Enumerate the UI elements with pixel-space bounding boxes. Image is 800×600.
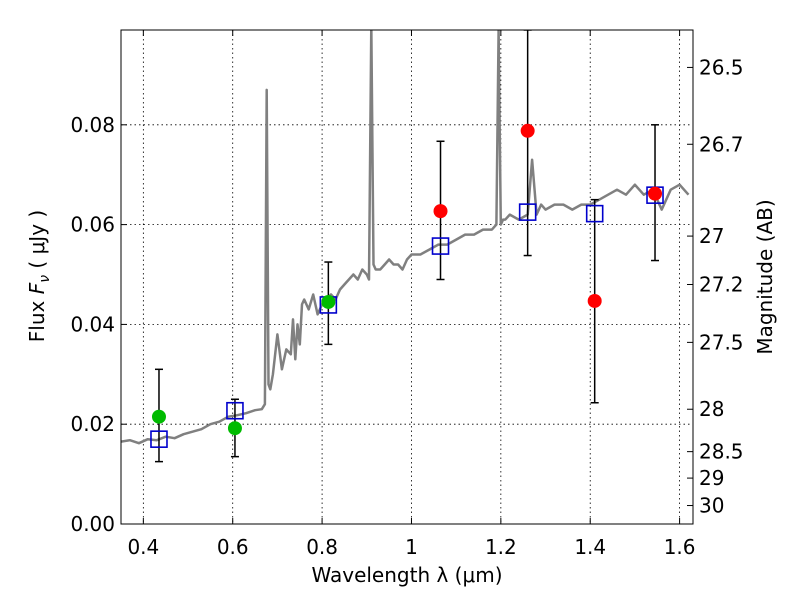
mag-tick-label: 26.5 <box>699 55 744 79</box>
green-data-point <box>321 294 336 309</box>
red-data-point <box>587 293 602 308</box>
mag-tick-label: 27 <box>699 224 724 248</box>
x-tick-label: 1.6 <box>664 535 696 559</box>
model-photometry-square <box>585 204 604 223</box>
y-axis-label-unit: ( μJy ) <box>25 210 49 275</box>
mag-tick-label: 27.5 <box>699 330 744 354</box>
y-axis-label-symbol: F <box>25 282 49 294</box>
errorbar-layer <box>154 30 660 463</box>
mag-tick-label: 29 <box>699 466 724 490</box>
error-bar <box>523 30 532 257</box>
mag-tick-label: 27.2 <box>699 272 744 296</box>
mag-tick-label: 28.5 <box>699 440 744 464</box>
x-axis-label: Wavelength λ (μm) <box>311 563 502 587</box>
x-tick-label: 1.4 <box>574 535 606 559</box>
model-photometry-square <box>431 237 450 255</box>
mag-tick-label: 28 <box>699 397 724 421</box>
observed-photometry-layer <box>151 123 663 436</box>
model-photometry-layer <box>150 186 664 448</box>
x-tick-label: 0.6 <box>217 535 249 559</box>
model-photometry-square <box>518 203 537 221</box>
red-data-point <box>648 186 663 201</box>
y-axis-label: Flux Fν ( μJy ) <box>25 210 53 342</box>
y-tick-label: 0.08 <box>70 113 115 137</box>
x-tick-label: 1 <box>405 535 418 559</box>
mag-tick-label: 26.7 <box>699 132 744 156</box>
axis-ticks: 0.4 0.6 0.8 1 1.2 1.4 1.6 0.00 0.02 0.04 0.06 0.08 2… <box>70 30 744 559</box>
y-tick-label: 0.06 <box>70 213 115 237</box>
red-data-point <box>433 204 448 219</box>
y-tick-label: 0.04 <box>70 312 115 336</box>
x-tick-label: 0.4 <box>127 535 159 559</box>
green-data-point <box>151 409 166 424</box>
grid-lines <box>121 30 693 525</box>
x-tick-label: 0.8 <box>306 535 338 559</box>
y2-axis-label: Magnitude (AB) <box>753 199 777 354</box>
y-axis-label-text: Flux <box>25 294 49 342</box>
y-tick-label: 0.02 <box>70 412 115 436</box>
y-tick-label: 0.00 <box>70 512 115 536</box>
model-photometry-square <box>226 401 244 420</box>
plot-area <box>121 30 690 463</box>
spectrum-layer <box>121 30 690 445</box>
red-data-point <box>520 123 535 138</box>
mag-tick-label: 30 <box>699 494 724 518</box>
model-photometry-square <box>150 430 168 448</box>
y-axis-label-subscript: ν <box>37 275 53 283</box>
x-tick-label: 1.2 <box>485 535 517 559</box>
spectrum-line <box>121 30 690 445</box>
green-data-point <box>227 421 242 436</box>
plot-frame <box>120 29 694 525</box>
